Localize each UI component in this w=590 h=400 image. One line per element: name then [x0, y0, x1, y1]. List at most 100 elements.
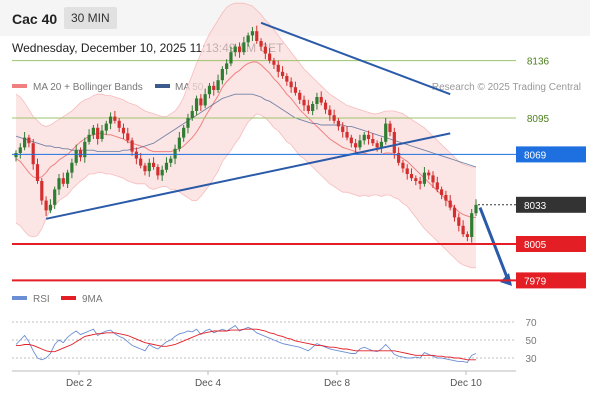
support-trendline — [45, 132, 451, 220]
candle-body — [388, 123, 392, 132]
candle-body — [332, 115, 336, 121]
candle-body — [121, 127, 126, 134]
candle-body — [14, 153, 18, 158]
candle-body — [203, 94, 207, 106]
legend-bollinger-label: MA 20 + Bollinger Bands — [33, 82, 143, 93]
candle-body — [237, 46, 242, 53]
candle-body — [272, 60, 276, 65]
level-box-8069 — [516, 146, 586, 163]
candle-body — [276, 64, 280, 72]
candle-body — [96, 127, 100, 139]
candle-body — [414, 178, 418, 181]
candle-body — [147, 162, 151, 172]
candle-body — [242, 42, 246, 53]
x-tick-label: Dec 2 — [66, 378, 93, 389]
candle-body — [422, 172, 427, 184]
candle-body — [207, 85, 212, 95]
rsi-9ma-line — [16, 328, 476, 361]
legend-rsi-label: RSI — [33, 294, 50, 305]
candle-body — [65, 172, 70, 184]
level-box-8033 — [516, 196, 586, 213]
candle-body — [448, 200, 452, 208]
candle-body — [91, 127, 95, 135]
candle-body — [173, 148, 177, 159]
x-tick-label: Dec 4 — [195, 378, 222, 389]
timeframe-button[interactable]: 30 MIN — [64, 7, 117, 29]
candle-body — [418, 181, 422, 184]
rsi-tick-50: 50 — [525, 336, 537, 347]
candle-body — [427, 172, 431, 176]
candle-body — [319, 97, 323, 103]
candle-body — [371, 139, 375, 144]
candle-body — [126, 133, 130, 141]
resistance-trendline — [260, 21, 451, 96]
candle-body — [306, 105, 310, 111]
candle-body — [134, 151, 138, 159]
candle-body — [199, 98, 203, 106]
candle-body — [57, 178, 61, 190]
candle-body — [470, 213, 474, 237]
candle-body — [315, 97, 319, 104]
candle-body — [194, 98, 199, 111]
candle-body — [31, 143, 35, 165]
candle-body — [280, 71, 285, 76]
candle-body — [358, 140, 362, 148]
level-box-7979 — [516, 272, 586, 289]
candle-body — [366, 134, 371, 139]
level-label-8069: 8069 — [524, 150, 547, 161]
candle-body — [474, 204, 478, 214]
level-label-8033: 8033 — [524, 201, 547, 212]
candle-body — [461, 225, 465, 235]
instrument-title: Cac 40 — [12, 11, 58, 27]
rsi-tick-30: 30 — [525, 354, 537, 365]
candle-body — [405, 168, 409, 174]
x-tick-label: Dec 8 — [324, 378, 351, 389]
candle-body — [83, 141, 87, 158]
candle-body — [225, 63, 229, 69]
ma50-line — [15, 93, 477, 168]
candle-body — [431, 175, 435, 183]
candle-body — [392, 132, 396, 153]
candle-body — [35, 164, 40, 181]
bollinger-upper-line — [15, 2, 476, 168]
candle-body — [104, 123, 108, 131]
level-label-8005: 8005 — [524, 240, 547, 251]
candle-body — [465, 234, 470, 237]
watermark: Research © 2025 Trading Central — [432, 82, 581, 93]
candle-body — [229, 52, 233, 64]
candle-body — [44, 200, 48, 211]
candle-body — [216, 80, 220, 90]
candle-body — [255, 31, 259, 41]
candle-body — [354, 143, 358, 148]
x-tick-label: Dec 10 — [450, 378, 482, 389]
candle-body — [160, 169, 164, 176]
legend-bollinger-swatch — [12, 84, 27, 88]
price-plot — [12, 2, 516, 286]
candle-body — [61, 178, 65, 184]
candle-body — [48, 204, 52, 211]
candle-body — [53, 189, 57, 205]
candle-body — [289, 81, 293, 88]
candle-body — [220, 69, 224, 81]
candle-body — [341, 126, 345, 132]
candle-body — [268, 53, 272, 61]
candle-body — [311, 104, 315, 111]
candle-body — [40, 181, 44, 201]
level-label-7979: 7979 — [524, 276, 547, 287]
candle-body — [22, 137, 27, 148]
level-box-8005 — [516, 236, 586, 252]
candle-body — [100, 130, 104, 139]
candle-body — [302, 99, 306, 106]
x-axis: Dec 2 Dec 4 Dec 8 Dec 10 — [66, 371, 482, 389]
candle-body — [435, 182, 439, 190]
rsi-line — [15, 325, 477, 364]
candle-body — [78, 150, 83, 158]
candle-body — [27, 137, 31, 144]
candle-body — [362, 134, 366, 141]
candle-body — [397, 153, 401, 163]
candle-body — [18, 147, 22, 153]
candle-body — [323, 102, 328, 110]
legend-9ma-swatch — [61, 296, 76, 300]
candle-body — [151, 162, 156, 167]
